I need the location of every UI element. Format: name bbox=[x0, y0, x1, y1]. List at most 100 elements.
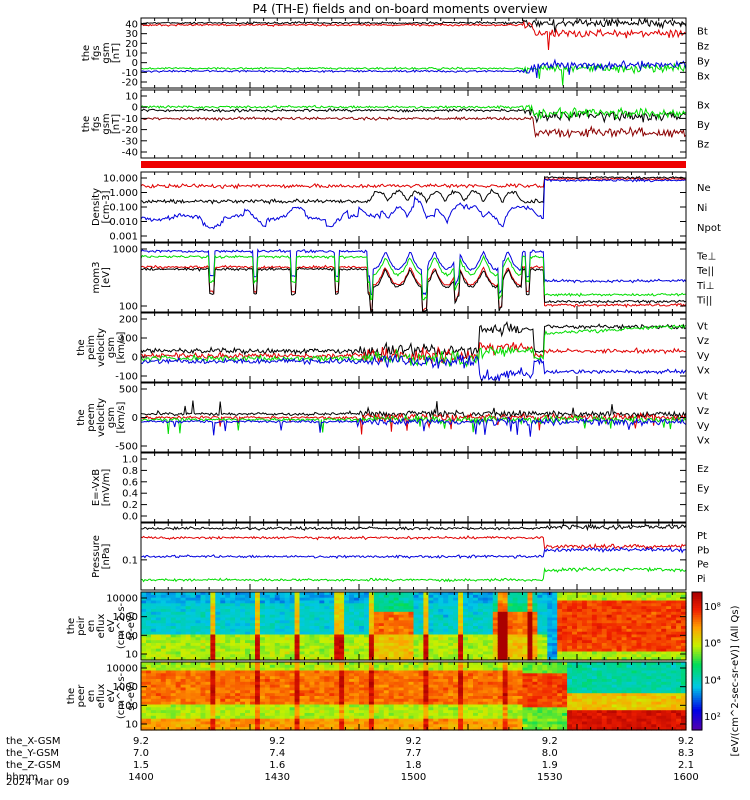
heatmap-cell bbox=[264, 681, 271, 686]
y-tick-label: 0 bbox=[132, 413, 138, 424]
heatmap-cell bbox=[567, 617, 573, 621]
heatmap-cell bbox=[165, 701, 172, 706]
heatmap-cell bbox=[458, 651, 464, 655]
heatmap-cell bbox=[383, 637, 390, 641]
heatmap-cell bbox=[175, 690, 182, 694]
heatmap-cell bbox=[482, 643, 489, 647]
heatmap-cell bbox=[279, 628, 286, 633]
heatmap-cell bbox=[205, 662, 211, 666]
heatmap-cell bbox=[141, 676, 147, 680]
heatmap-cell bbox=[314, 617, 320, 621]
heatmap-cell bbox=[368, 640, 375, 644]
heatmap-cell bbox=[428, 679, 434, 683]
heatmap-cell bbox=[215, 664, 221, 669]
heatmap-cell bbox=[393, 662, 400, 666]
heatmap-cell bbox=[180, 710, 187, 714]
heatmap-cell bbox=[482, 628, 489, 633]
heatmap-cell bbox=[398, 609, 405, 613]
heatmap-cell bbox=[651, 626, 657, 630]
heatmap-cell bbox=[636, 597, 643, 602]
heatmap-cell bbox=[418, 687, 425, 691]
heatmap-cell bbox=[423, 628, 429, 633]
heatmap-cell bbox=[165, 634, 172, 638]
heatmap-cell bbox=[235, 637, 241, 641]
heatmap-cell bbox=[537, 657, 543, 661]
heatmap-cell bbox=[160, 673, 167, 677]
heatmap-cell bbox=[190, 679, 197, 683]
heatmap-cell bbox=[398, 727, 405, 731]
heatmap-cell bbox=[586, 626, 593, 630]
heatmap-cell bbox=[601, 637, 608, 641]
heatmap-cell bbox=[512, 637, 519, 641]
heatmap-cell bbox=[210, 724, 216, 728]
heatmap-cell bbox=[572, 645, 578, 650]
heatmap-cell bbox=[259, 679, 266, 683]
heatmap-cell bbox=[180, 614, 187, 619]
heatmap-cell bbox=[160, 687, 167, 691]
y-axis-label: thefgsgsm[nT] bbox=[81, 42, 122, 63]
heatmap-cell bbox=[577, 603, 583, 607]
heatmap-cell bbox=[274, 664, 281, 669]
heatmap-cell bbox=[245, 637, 251, 641]
heatmap-cell bbox=[502, 603, 509, 607]
heatmap-cell bbox=[383, 609, 390, 613]
heatmap-cell bbox=[408, 684, 415, 689]
heatmap-cell bbox=[393, 721, 400, 725]
heatmap-cell bbox=[160, 684, 167, 689]
heatmap-cell bbox=[205, 651, 211, 655]
heatmap-cell bbox=[606, 606, 613, 610]
heatmap-cell bbox=[195, 670, 202, 674]
heatmap-cell bbox=[418, 634, 425, 638]
heatmap-cell bbox=[606, 611, 613, 616]
heatmap-cell bbox=[299, 713, 306, 717]
heatmap-cell bbox=[334, 664, 340, 669]
heatmap-cell bbox=[334, 592, 340, 596]
heatmap-cell bbox=[344, 620, 350, 624]
heatmap-cell bbox=[373, 620, 380, 624]
heatmap-cell bbox=[532, 648, 538, 653]
heatmap-cell bbox=[373, 681, 380, 686]
heatmap-cell bbox=[146, 631, 152, 636]
heatmap-cell bbox=[453, 606, 459, 610]
heatmap-cell bbox=[304, 606, 311, 610]
heatmap-cell bbox=[314, 648, 320, 653]
heatmap-cell bbox=[492, 648, 499, 653]
heatmap-cell bbox=[403, 696, 410, 700]
heatmap-cell bbox=[175, 667, 182, 672]
heatmap-cell bbox=[190, 698, 197, 703]
heatmap-cell bbox=[264, 698, 271, 703]
series-line-te bbox=[140, 264, 687, 312]
heatmap-cell bbox=[378, 651, 385, 655]
heatmap-cell bbox=[269, 713, 276, 717]
heatmap-cell bbox=[304, 727, 311, 731]
heatmap-cell bbox=[458, 626, 464, 630]
heatmap-cell bbox=[314, 727, 320, 731]
heatmap-cell bbox=[250, 721, 256, 725]
heatmap-cell bbox=[155, 654, 162, 658]
heatmap-cell bbox=[200, 707, 207, 711]
heatmap-cell bbox=[557, 654, 563, 658]
heatmap-cell bbox=[220, 620, 226, 624]
heatmap-cell bbox=[150, 713, 157, 717]
heatmap-cell bbox=[388, 603, 395, 607]
heatmap-cell bbox=[433, 673, 439, 677]
heatmap-cell bbox=[175, 640, 182, 644]
heatmap-cell bbox=[141, 690, 147, 694]
heatmap-cell bbox=[547, 617, 553, 621]
heatmap-cell bbox=[215, 727, 221, 731]
heatmap-cell bbox=[230, 594, 236, 599]
heatmap-cell bbox=[259, 701, 266, 706]
heatmap-cell bbox=[344, 724, 350, 728]
heatmap-cell bbox=[180, 721, 187, 725]
heatmap-cell bbox=[582, 637, 588, 641]
heatmap-cell bbox=[215, 684, 221, 689]
heatmap-cell bbox=[264, 631, 271, 636]
heatmap-cell bbox=[512, 611, 519, 616]
heatmap-cell bbox=[492, 623, 499, 627]
heatmap-cell bbox=[339, 631, 345, 636]
heatmap-cell bbox=[339, 611, 345, 616]
heatmap-cell bbox=[403, 662, 410, 666]
heatmap-cell bbox=[155, 696, 162, 700]
heatmap-cell bbox=[245, 681, 251, 686]
